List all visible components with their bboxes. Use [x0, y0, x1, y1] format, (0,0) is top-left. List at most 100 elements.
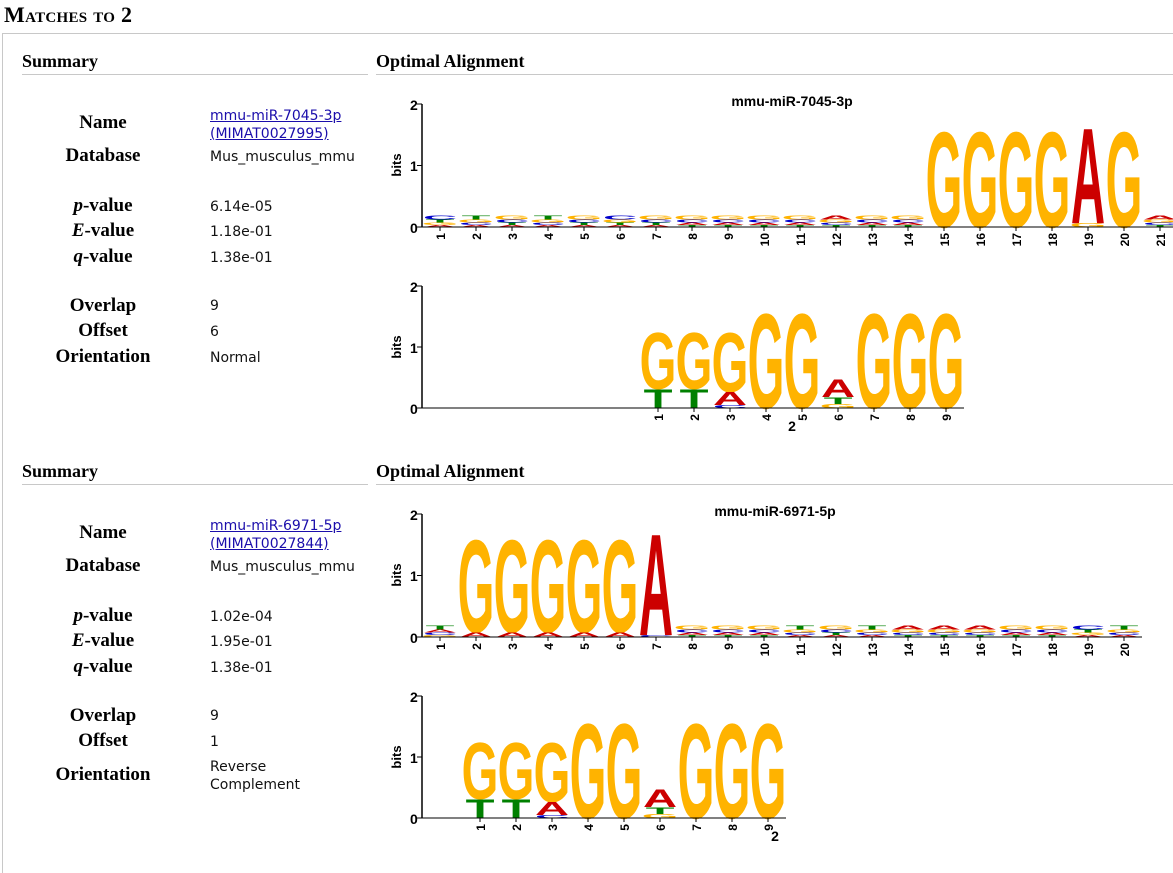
- x-tick-label: 4: [542, 233, 556, 240]
- logo-letter-g: G: [890, 629, 927, 634]
- logo-letter-t: T: [570, 222, 600, 226]
- x-tick-label: 9: [722, 233, 736, 240]
- y-tick-1: 1: [410, 158, 418, 174]
- logo-letter-g: G: [818, 219, 855, 224]
- x-tick-label: 15: [938, 233, 952, 247]
- p-value-suffix: -value: [82, 195, 133, 216]
- motif-accession-link[interactable]: (MIMAT0027844): [210, 536, 329, 552]
- target-logo-y-axis: 2 1 0 bits: [389, 507, 423, 646]
- y-axis-label: bits: [389, 153, 404, 176]
- logo-letter-c: C: [603, 215, 637, 221]
- e-value-suffix: -value: [84, 220, 135, 241]
- logo-letter-t: T: [894, 225, 924, 228]
- logo-letter-t: T: [824, 395, 853, 406]
- logo-letter-g: G: [674, 625, 711, 631]
- logo-letter-t: T: [786, 625, 816, 631]
- logo-letter-g: G: [714, 695, 751, 847]
- logo-letter-g: G: [890, 215, 927, 221]
- logo-letter-g: G: [710, 625, 747, 631]
- x-tick-label: 19: [1082, 233, 1096, 247]
- motif-name-link[interactable]: mmu-miR-6971-5p: [210, 518, 342, 534]
- orientation-label: Orientation: [55, 764, 151, 785]
- offset-label: Offset: [78, 730, 128, 751]
- query-logo-y-axis: 2 1 0 bits: [389, 689, 423, 827]
- x-tick-label: 6: [614, 233, 628, 240]
- x-tick-label: 20: [1118, 233, 1132, 247]
- x-tick-label: 5: [796, 414, 810, 421]
- logo-letter-a: A: [747, 632, 781, 636]
- logo-letter-a: A: [927, 625, 961, 631]
- x-tick-label: 11: [794, 643, 808, 656]
- logo-letter-a: A: [603, 225, 637, 228]
- logo-letter-g: G: [892, 285, 929, 437]
- logo-letter-a: A: [643, 785, 677, 813]
- logo-letter-g: G: [962, 629, 999, 634]
- logo-letter-t: T: [1038, 635, 1068, 638]
- logo-letter-t: T: [786, 225, 816, 228]
- x-tick-label: 15: [938, 643, 952, 657]
- x-tick-label: 1: [474, 824, 488, 831]
- logo-letter-g: G: [602, 219, 639, 224]
- q-value-suffix: -value: [82, 656, 133, 677]
- logo-letter-t: T: [426, 219, 456, 224]
- x-tick-label: 1: [434, 643, 448, 650]
- y-tick-0: 0: [410, 811, 418, 827]
- logo-letter-a: A: [963, 625, 997, 631]
- database-label: Database: [65, 555, 141, 576]
- logo-letter-a: A: [603, 631, 637, 639]
- motif-accession-link[interactable]: (MIMAT0027995): [210, 126, 329, 142]
- logo-letter-c: C: [675, 629, 709, 634]
- logo-letter-c: C: [819, 222, 853, 226]
- match-block-1: Summary Optimal Alignment Name mmu-miR-7…: [3, 34, 1173, 444]
- logo-letter-g: G: [1070, 632, 1107, 636]
- y-tick-1: 1: [410, 750, 418, 766]
- q-value-label: q-value: [3, 246, 203, 268]
- logo-letter-a: A: [713, 388, 747, 409]
- offset-value: 6: [210, 324, 219, 340]
- logo-letter-t: T: [606, 222, 636, 226]
- logo-letter-c: C: [963, 632, 997, 636]
- motif-name-link[interactable]: mmu-miR-7045-3p: [210, 108, 342, 124]
- x-tick-label: 6: [832, 414, 846, 421]
- logo-letter-g: G: [498, 725, 535, 815]
- logo-letter-g: G: [710, 215, 747, 221]
- y-tick-1: 1: [410, 568, 418, 584]
- x-tick-label: 10: [758, 233, 772, 247]
- logo-letter-g: G: [462, 725, 499, 815]
- overlap-value: 9: [210, 708, 219, 724]
- logo-letter-a: A: [783, 635, 817, 638]
- logo-letter-t: T: [750, 635, 780, 638]
- logo-letter-g: G: [606, 695, 643, 847]
- target-logo-title: mmu-miR-6971-5p: [714, 503, 835, 519]
- logo-letter-t: T: [822, 225, 852, 228]
- logo-letter-g: G: [784, 285, 821, 437]
- x-tick-label: 8: [686, 233, 700, 240]
- logo-letter-g: G: [642, 814, 679, 820]
- logo-letter-a: A: [495, 631, 529, 639]
- orientation-line-1: Normal: [210, 350, 261, 366]
- logo-letter-c: C: [713, 404, 747, 409]
- alignment-heading: Optimal Alignment: [376, 51, 1173, 75]
- x-tick-label: 6: [654, 824, 668, 831]
- target-logo: mmu-miR-7045-3p 2 1 0 bits CTGA1TGCA2GCT…: [389, 93, 1173, 256]
- p-value-suffix: -value: [82, 605, 133, 626]
- logo-letter-a: A: [999, 632, 1033, 636]
- database-value: Mus_musculus_mmu: [210, 559, 355, 575]
- x-tick-label: 5: [618, 824, 632, 831]
- logo-letter-a: A: [459, 225, 493, 228]
- logo-letter-t: T: [858, 225, 888, 228]
- p-value-label: p-value: [3, 195, 203, 217]
- logo-letter-g: G: [494, 215, 531, 221]
- x-tick-label: 8: [904, 414, 918, 421]
- e-value: 1.18e-01: [210, 224, 273, 240]
- logo-letter-t: T: [646, 805, 675, 816]
- x-tick-label: 2: [510, 824, 524, 831]
- logo-letter-c: C: [639, 635, 673, 638]
- x-tick-label: 2: [688, 414, 702, 421]
- logo-letter-c: C: [531, 222, 565, 226]
- logo-letter-t: T: [1110, 625, 1140, 631]
- x-tick-label: 19: [1082, 643, 1096, 657]
- p-value-label: p-value: [3, 605, 203, 627]
- e-value-letter: E: [71, 220, 85, 241]
